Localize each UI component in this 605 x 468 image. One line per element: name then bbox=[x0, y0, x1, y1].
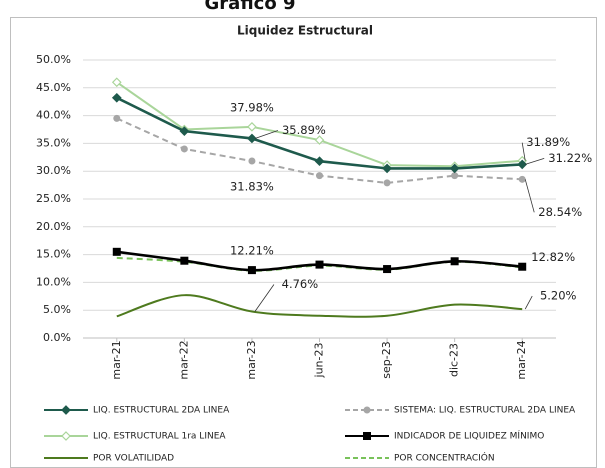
marker bbox=[316, 172, 323, 180]
marker bbox=[180, 256, 189, 265]
y-tick-label: 20.0% bbox=[36, 220, 71, 233]
marker bbox=[518, 262, 527, 271]
x-tick-label: dic-23 bbox=[448, 343, 461, 377]
marker bbox=[247, 266, 256, 275]
x-tick-label: sep-23 bbox=[380, 341, 393, 378]
legend-item: INDICADOR DE LIQUIDEZ MÍNIMO bbox=[345, 430, 544, 442]
legend-item: POR CONCENTRACIÓN bbox=[345, 452, 495, 464]
leader-line bbox=[254, 130, 279, 139]
x-tick-label: mar-22 bbox=[177, 340, 190, 379]
marker bbox=[450, 257, 459, 266]
series: 31.83% 28.54% bbox=[113, 114, 582, 219]
marker bbox=[111, 77, 122, 88]
marker bbox=[247, 121, 257, 132]
marker bbox=[248, 157, 256, 165]
y-tick-label: 5.0% bbox=[43, 303, 71, 316]
data-label: 31.83% bbox=[230, 180, 274, 194]
marker bbox=[382, 163, 392, 174]
legend-marker bbox=[61, 431, 71, 441]
marker bbox=[247, 133, 257, 144]
data-label: 37.98% bbox=[230, 100, 274, 114]
chart-title: Liquidez Estructural bbox=[237, 24, 373, 38]
y-tick-label: 30.0% bbox=[36, 164, 71, 177]
y-tick-label: 0.0% bbox=[43, 331, 71, 344]
y-tick-label: 45.0% bbox=[36, 81, 71, 94]
leader-line bbox=[525, 158, 545, 165]
series: 4.76% 5.20% bbox=[116, 277, 577, 318]
marker bbox=[383, 265, 392, 274]
marker bbox=[180, 145, 188, 153]
legend-label: POR VOLATILIDAD bbox=[93, 454, 174, 464]
data-label: 4.76% bbox=[282, 277, 319, 291]
data-label: 31.22% bbox=[548, 151, 592, 165]
series: 37.98% 31.89% bbox=[111, 77, 570, 172]
legend-label: INDICADOR DE LIQUIDEZ MÍNIMO bbox=[394, 430, 544, 442]
marker bbox=[315, 260, 324, 269]
legend-label: SISTEMA: LIQ. ESTRUCTURAL 2DA LINEA bbox=[394, 406, 576, 416]
page-heading: Gráfico 9 bbox=[205, 0, 296, 14]
data-label: 12.82% bbox=[531, 250, 575, 264]
data-label: 28.54% bbox=[538, 205, 582, 219]
leader-line bbox=[524, 179, 535, 213]
data-label: 31.89% bbox=[526, 135, 570, 149]
y-tick-label: 50.0% bbox=[36, 53, 71, 66]
marker bbox=[314, 156, 325, 167]
legend-item: POR VOLATILIDAD bbox=[44, 454, 174, 464]
leader-line bbox=[524, 295, 533, 310]
marker bbox=[451, 172, 459, 180]
x-tick-label: mar-24 bbox=[515, 340, 528, 379]
legend-label: POR CONCENTRACIÓN bbox=[394, 452, 495, 464]
legend-item: SISTEMA: LIQ. ESTRUCTURAL 2DA LINEA bbox=[345, 406, 576, 416]
data-label: 12.21% bbox=[230, 244, 274, 258]
legend-item: LIQ. ESTRUCTURAL 1ra LINEA bbox=[44, 431, 226, 442]
legend-label: LIQ. ESTRUCTURAL 2DA LINEA bbox=[93, 406, 230, 416]
marker bbox=[179, 126, 190, 137]
marker bbox=[517, 159, 528, 170]
marker bbox=[112, 247, 121, 256]
marker bbox=[383, 179, 391, 187]
marker bbox=[449, 163, 460, 174]
y-tick-label: 10.0% bbox=[36, 275, 71, 288]
legend-marker bbox=[61, 405, 71, 415]
leader-line bbox=[254, 284, 275, 312]
marker bbox=[113, 114, 121, 122]
legend-label: LIQ. ESTRUCTURAL 1ra LINEA bbox=[93, 432, 226, 442]
marker bbox=[111, 92, 122, 103]
y-tick-label: 25.0% bbox=[36, 192, 71, 205]
series: 35.89% 31.22% bbox=[111, 92, 592, 174]
data-label: 35.89% bbox=[282, 123, 326, 137]
legend-item: LIQ. ESTRUCTURAL 2DA LINEA bbox=[44, 405, 230, 416]
y-tick-label: 35.0% bbox=[36, 136, 71, 149]
legend-marker bbox=[363, 432, 371, 440]
y-tick-label: 15.0% bbox=[36, 248, 71, 261]
x-tick-label: mar-23 bbox=[245, 340, 258, 379]
marker bbox=[518, 175, 526, 183]
marker bbox=[314, 135, 325, 145]
y-tick-label: 40.0% bbox=[36, 109, 71, 122]
x-tick-label: mar-21 bbox=[110, 340, 123, 379]
data-label: 5.20% bbox=[540, 289, 577, 303]
chart-border bbox=[10, 17, 597, 468]
leader-line bbox=[521, 142, 526, 161]
series-line bbox=[116, 294, 523, 318]
legend-marker bbox=[363, 406, 371, 414]
x-tick-label: jun-23 bbox=[313, 343, 326, 379]
series: 12.21% 12.82% bbox=[112, 244, 575, 275]
